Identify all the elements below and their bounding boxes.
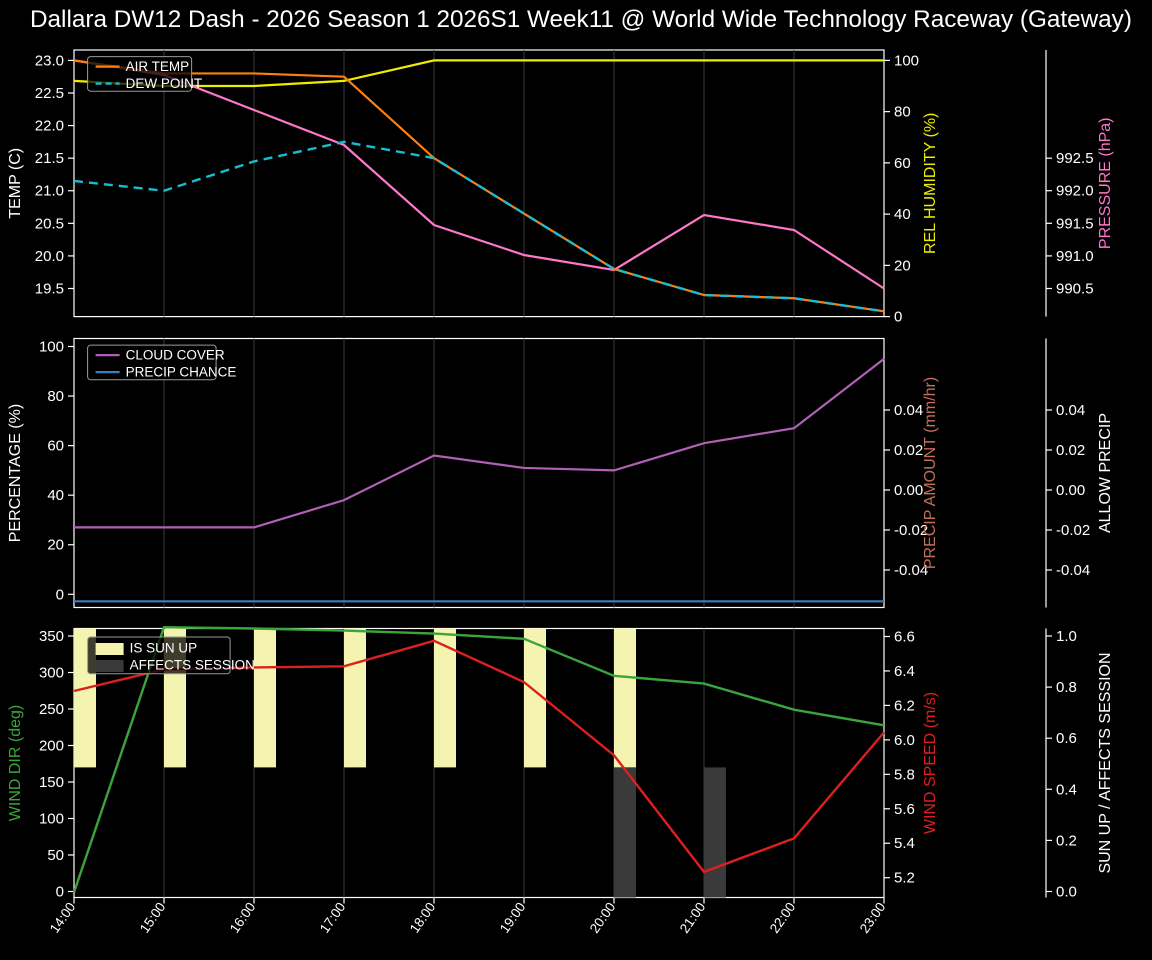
- svg-text:20: 20: [894, 257, 911, 274]
- svg-text:0.4: 0.4: [1056, 781, 1077, 798]
- svg-text:0.04: 0.04: [894, 402, 923, 419]
- svg-text:60: 60: [894, 155, 911, 172]
- svg-text:100: 100: [894, 52, 919, 69]
- svg-text:PRESSURE (hPa): PRESSURE (hPa): [1097, 118, 1114, 250]
- svg-text:100: 100: [39, 339, 64, 356]
- svg-text:WIND SPEED (m/s): WIND SPEED (m/s): [922, 692, 939, 834]
- svg-text:0: 0: [56, 884, 64, 901]
- svg-text:23:00: 23:00: [857, 900, 889, 936]
- svg-text:23.0: 23.0: [35, 52, 64, 69]
- svg-text:20.5: 20.5: [35, 215, 64, 232]
- svg-text:5.2: 5.2: [894, 870, 915, 887]
- svg-text:992.0: 992.0: [1056, 183, 1094, 200]
- svg-text:6.2: 6.2: [894, 697, 915, 714]
- svg-text:350: 350: [39, 628, 64, 645]
- svg-text:PERCENTAGE (%): PERCENTAGE (%): [7, 404, 24, 542]
- svg-text:22.5: 22.5: [35, 85, 64, 102]
- svg-text:0: 0: [894, 309, 902, 326]
- svg-text:991.5: 991.5: [1056, 215, 1094, 232]
- svg-text:-0.04: -0.04: [1056, 562, 1090, 579]
- svg-text:CLOUD COVER: CLOUD COVER: [126, 348, 225, 363]
- svg-text:40: 40: [894, 206, 911, 223]
- svg-text:60: 60: [47, 438, 64, 455]
- svg-text:5.6: 5.6: [894, 801, 915, 818]
- svg-text:250: 250: [39, 701, 64, 718]
- svg-text:0: 0: [56, 586, 64, 603]
- svg-text:15:00: 15:00: [137, 900, 169, 936]
- svg-text:0.02: 0.02: [894, 442, 923, 459]
- svg-text:21:00: 21:00: [677, 900, 709, 936]
- svg-text:0.8: 0.8: [1056, 679, 1077, 696]
- svg-text:0.04: 0.04: [1056, 402, 1085, 419]
- svg-text:100: 100: [39, 811, 64, 828]
- svg-text:150: 150: [39, 774, 64, 791]
- svg-text:19.5: 19.5: [35, 281, 64, 298]
- svg-text:ALLOW PRECIP: ALLOW PRECIP: [1097, 413, 1114, 533]
- svg-text:80: 80: [894, 104, 911, 121]
- svg-text:AIR TEMP: AIR TEMP: [126, 59, 190, 74]
- svg-text:SUN UP / AFFECTS SESSION: SUN UP / AFFECTS SESSION: [1097, 652, 1114, 873]
- svg-text:-0.02: -0.02: [1056, 522, 1090, 539]
- svg-text:6.4: 6.4: [894, 663, 915, 680]
- svg-text:TEMP (C): TEMP (C): [7, 148, 24, 219]
- svg-text:300: 300: [39, 665, 64, 682]
- svg-text:200: 200: [39, 738, 64, 755]
- svg-text:40: 40: [47, 487, 64, 504]
- svg-text:1.0: 1.0: [1056, 628, 1077, 645]
- svg-text:19:00: 19:00: [497, 900, 529, 936]
- svg-text:0.6: 0.6: [1056, 730, 1077, 747]
- svg-text:14:00: 14:00: [47, 900, 79, 936]
- svg-text:5.8: 5.8: [894, 766, 915, 783]
- svg-text:21.0: 21.0: [35, 183, 64, 200]
- svg-text:20.0: 20.0: [35, 248, 64, 265]
- svg-text:80: 80: [47, 388, 64, 405]
- svg-text:18:00: 18:00: [407, 900, 439, 936]
- svg-text:0.00: 0.00: [894, 482, 923, 499]
- svg-text:DEW POINT: DEW POINT: [126, 76, 203, 91]
- svg-text:6.6: 6.6: [894, 629, 915, 646]
- svg-text:5.4: 5.4: [894, 835, 915, 852]
- svg-text:0.0: 0.0: [1056, 884, 1077, 901]
- svg-text:REL HUMIDITY (%): REL HUMIDITY (%): [922, 113, 939, 254]
- svg-text:PRECIP CHANCE: PRECIP CHANCE: [126, 365, 237, 380]
- svg-text:IS SUN UP: IS SUN UP: [130, 641, 198, 656]
- svg-text:50: 50: [47, 847, 64, 864]
- svg-text:22:00: 22:00: [767, 900, 799, 936]
- svg-text:0.00: 0.00: [1056, 482, 1085, 499]
- svg-text:21.5: 21.5: [35, 150, 64, 167]
- svg-text:22.0: 22.0: [35, 118, 64, 135]
- svg-text:PRECIP AMOUNT (mm/hr): PRECIP AMOUNT (mm/hr): [922, 377, 939, 569]
- svg-text:20: 20: [47, 537, 64, 554]
- svg-text:992.5: 992.5: [1056, 150, 1094, 167]
- svg-text:0.2: 0.2: [1056, 832, 1077, 849]
- svg-text:AFFECTS SESSION: AFFECTS SESSION: [130, 658, 255, 673]
- svg-text:20:00: 20:00: [587, 900, 619, 936]
- svg-text:17:00: 17:00: [317, 900, 349, 936]
- svg-text:16:00: 16:00: [227, 900, 259, 936]
- svg-text:0.02: 0.02: [1056, 442, 1085, 459]
- svg-text:WIND DIR (deg): WIND DIR (deg): [7, 705, 24, 821]
- svg-text:990.5: 990.5: [1056, 281, 1094, 298]
- svg-text:6.0: 6.0: [894, 732, 915, 749]
- svg-text:991.0: 991.0: [1056, 248, 1094, 265]
